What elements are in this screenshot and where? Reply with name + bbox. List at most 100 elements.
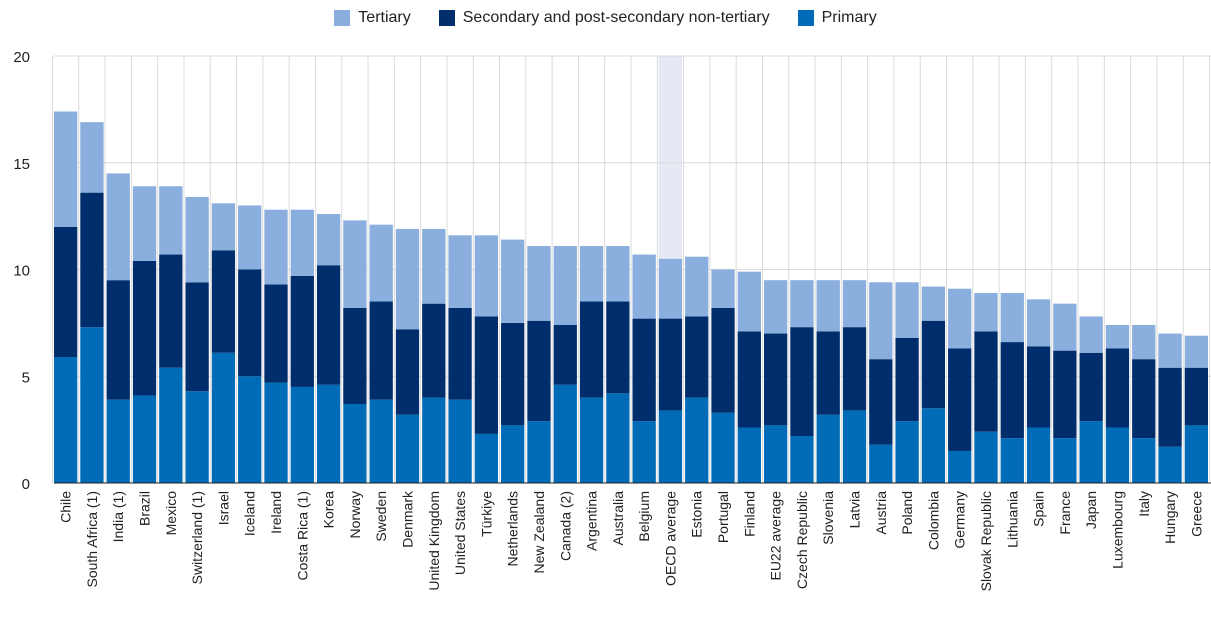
legend-item-tertiary: Tertiary (334, 9, 411, 27)
bar-secondary (159, 254, 183, 368)
legend-item-secondary: Secondary and post-secondary non-tertiar… (438, 9, 770, 27)
bar-secondary (1184, 367, 1208, 426)
bar-primary (974, 431, 998, 483)
bar-secondary (106, 280, 130, 400)
bar-primary (1053, 438, 1077, 483)
bar-tertiary (711, 269, 735, 308)
bar-tertiary (790, 280, 814, 328)
bar-secondary (264, 284, 288, 383)
bar-primary (579, 397, 604, 483)
bar-tertiary (185, 196, 209, 283)
x-tick-label: South Africa (1) (84, 491, 100, 588)
bar-secondary (869, 359, 893, 445)
bar-secondary (763, 333, 788, 426)
x-tick-label: Estonia (689, 491, 705, 538)
bar-secondary (211, 250, 236, 353)
bar-secondary (316, 265, 341, 385)
bar-tertiary (1105, 325, 1130, 349)
x-tick-label: Luxembourg (1109, 491, 1125, 569)
x-tick-label: Denmark (399, 490, 415, 548)
bar-secondary (54, 226, 78, 358)
bar-primary (80, 327, 104, 483)
x-tick-label: OECD average (662, 491, 678, 586)
bar-secondary (632, 318, 656, 422)
bar-primary (501, 425, 525, 483)
bar-tertiary (606, 246, 630, 302)
bar-tertiary (869, 282, 893, 360)
legend-label-primary: Primary (821, 9, 877, 26)
chart-legend: Tertiary Secondary and post-secondary no… (0, 6, 1211, 30)
bar-primary (842, 410, 867, 483)
bar-primary (185, 391, 209, 483)
bar-secondary (948, 348, 972, 451)
bar-secondary (579, 301, 604, 398)
bar-primary (658, 410, 683, 483)
x-tick-label: Brazil (137, 491, 153, 526)
bar-primary (369, 399, 393, 483)
bar-tertiary (527, 246, 551, 321)
bar-secondary (974, 331, 998, 432)
x-tick-label: Australia (610, 491, 626, 546)
bar-tertiary (842, 280, 867, 328)
x-tick-label: Austria (873, 491, 889, 535)
bar-tertiary (1132, 325, 1156, 360)
bar-primary (316, 384, 341, 483)
bar-tertiary (816, 280, 840, 332)
bar-primary (606, 393, 630, 483)
bar-secondary (422, 303, 446, 398)
bar-secondary (185, 282, 209, 392)
x-tick-label: United Kingdom (426, 491, 442, 591)
bar-tertiary (106, 173, 130, 281)
bar-tertiary (1026, 299, 1051, 347)
x-tick-label: United States (452, 491, 468, 575)
bar-primary (1026, 427, 1051, 483)
bar-secondary (553, 325, 577, 385)
bar-primary (264, 382, 288, 483)
bar-secondary (1132, 359, 1156, 439)
bar-secondary (816, 331, 840, 415)
x-tick-label: Latvia (847, 491, 863, 529)
bar-primary (1079, 421, 1103, 483)
x-tick-label: Slovenia (820, 491, 836, 545)
bar-primary (1105, 427, 1130, 483)
y-tick-label: 0 (22, 476, 30, 493)
bar-secondary (1000, 342, 1024, 439)
bar-secondary (501, 322, 525, 426)
legend-label-tertiary: Tertiary (358, 9, 411, 26)
x-tick-label: Greece (1188, 491, 1204, 537)
bar-primary (869, 444, 893, 483)
bar-primary (685, 397, 709, 483)
bar-tertiary (948, 288, 972, 349)
x-tick-label: Canada (2) (557, 491, 573, 561)
bar-primary (106, 399, 130, 483)
x-tick-label: Costa Rica (1) (294, 491, 310, 580)
bar-secondary (1079, 352, 1103, 422)
bar-secondary (1105, 348, 1130, 428)
bar-tertiary (1000, 292, 1024, 343)
bar-secondary (711, 307, 735, 413)
x-tick-label: Chile (58, 491, 74, 523)
bar-secondary (1026, 346, 1051, 428)
bar-primary (1000, 438, 1024, 483)
bar-tertiary (763, 280, 788, 334)
x-tick-label: Japan (1083, 491, 1099, 529)
bar-secondary (685, 316, 709, 398)
bar-secondary (474, 316, 499, 434)
bar-tertiary (895, 282, 919, 338)
x-tick-label: Norway (347, 491, 363, 538)
bar-primary (54, 357, 78, 483)
bar-tertiary (501, 239, 525, 323)
bar-primary (211, 352, 236, 483)
x-tick-label: Germany (952, 491, 968, 549)
bar-tertiary (132, 186, 157, 261)
bar-primary (238, 376, 262, 483)
bar-secondary (238, 269, 262, 377)
bar-tertiary (579, 246, 604, 302)
legend-swatch-tertiary (334, 10, 351, 26)
bar-primary (290, 386, 314, 483)
bar-tertiary (264, 209, 288, 285)
bar-tertiary (448, 235, 472, 308)
bar-tertiary (369, 224, 393, 302)
bar-primary (1132, 438, 1156, 483)
